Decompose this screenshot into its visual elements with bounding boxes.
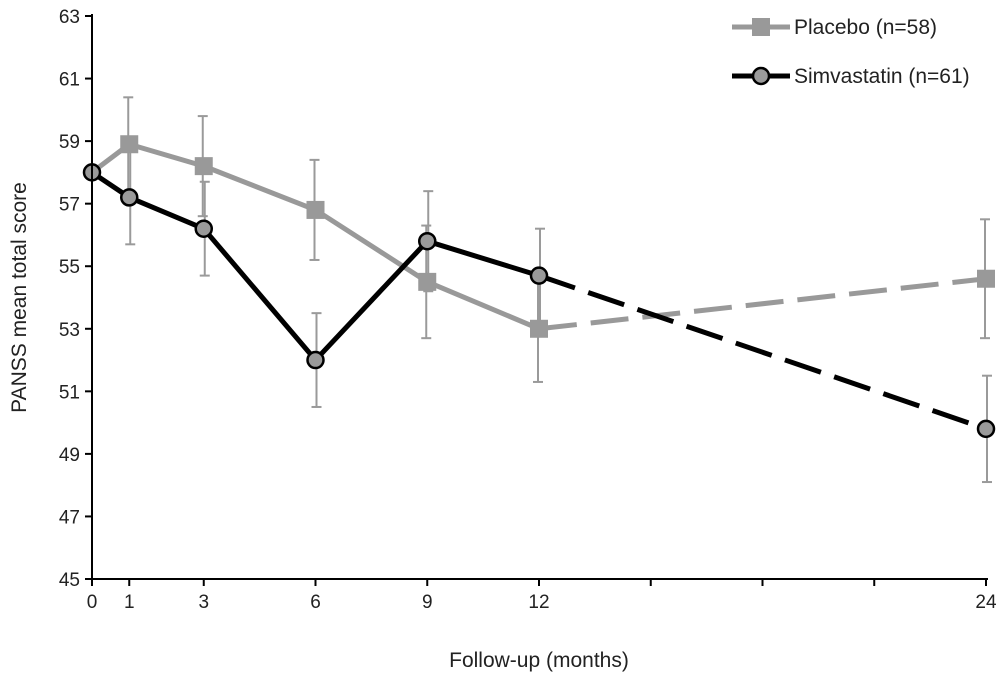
axes: 45 47 49 51 53 55 57 59 61 63 0 1 3 6 9 12 24 [59,7,997,613]
data-point-placebo [194,157,213,176]
y-tick-label: 45 [59,570,80,591]
legend-entry: Simvastatin (n=61) [732,65,970,88]
legend: Placebo (n=58) Simvastatin (n=61) [732,16,970,88]
x-tick-label: 24 [975,592,997,613]
y-axis-title: PANSS mean total score [8,182,31,413]
x-axis-title: Follow-up (months) [449,649,629,672]
data-point-placebo [530,319,548,338]
legend-label: Placebo (n=58) [794,16,937,39]
data-point-placebo [120,135,139,154]
legend-marker-simvastatin [751,66,771,86]
y-tick-label: 49 [59,445,80,466]
series-line-dashed [538,276,987,332]
x-tick-label: 12 [528,592,549,613]
y-tick-label: 63 [59,7,80,28]
data-point-simvastatin [418,231,437,251]
x-tick-label: 6 [310,592,321,613]
data-point-simvastatin [306,350,325,370]
data-point-simvastatin [120,188,139,207]
legend-entry: Placebo (n=58) [732,16,937,39]
y-tick-label: 53 [59,320,80,341]
series-line-dashed [538,273,987,432]
x-tick-label: 1 [124,592,135,613]
x-tick-label: 0 [87,592,98,613]
legend-label: Simvastatin (n=61) [794,65,970,88]
x-tick-label: 9 [422,592,433,613]
data-point-simvastatin [529,266,549,285]
y-tick-label: 57 [59,195,80,216]
y-tick-label: 51 [59,382,80,403]
y-tick-label: 61 [59,70,80,91]
data-point-placebo [418,272,437,291]
data-point-placebo [306,200,325,219]
legend-marker-placebo [752,18,770,36]
data-point-simvastatin [976,419,996,439]
series-markers [82,135,996,439]
data-point-placebo [977,269,995,288]
data-point-simvastatin [194,219,213,238]
y-tick-label: 59 [59,132,80,153]
y-tick-label: 55 [59,257,80,278]
x-tick-label: 3 [198,592,209,613]
y-tick-label: 47 [59,507,80,528]
